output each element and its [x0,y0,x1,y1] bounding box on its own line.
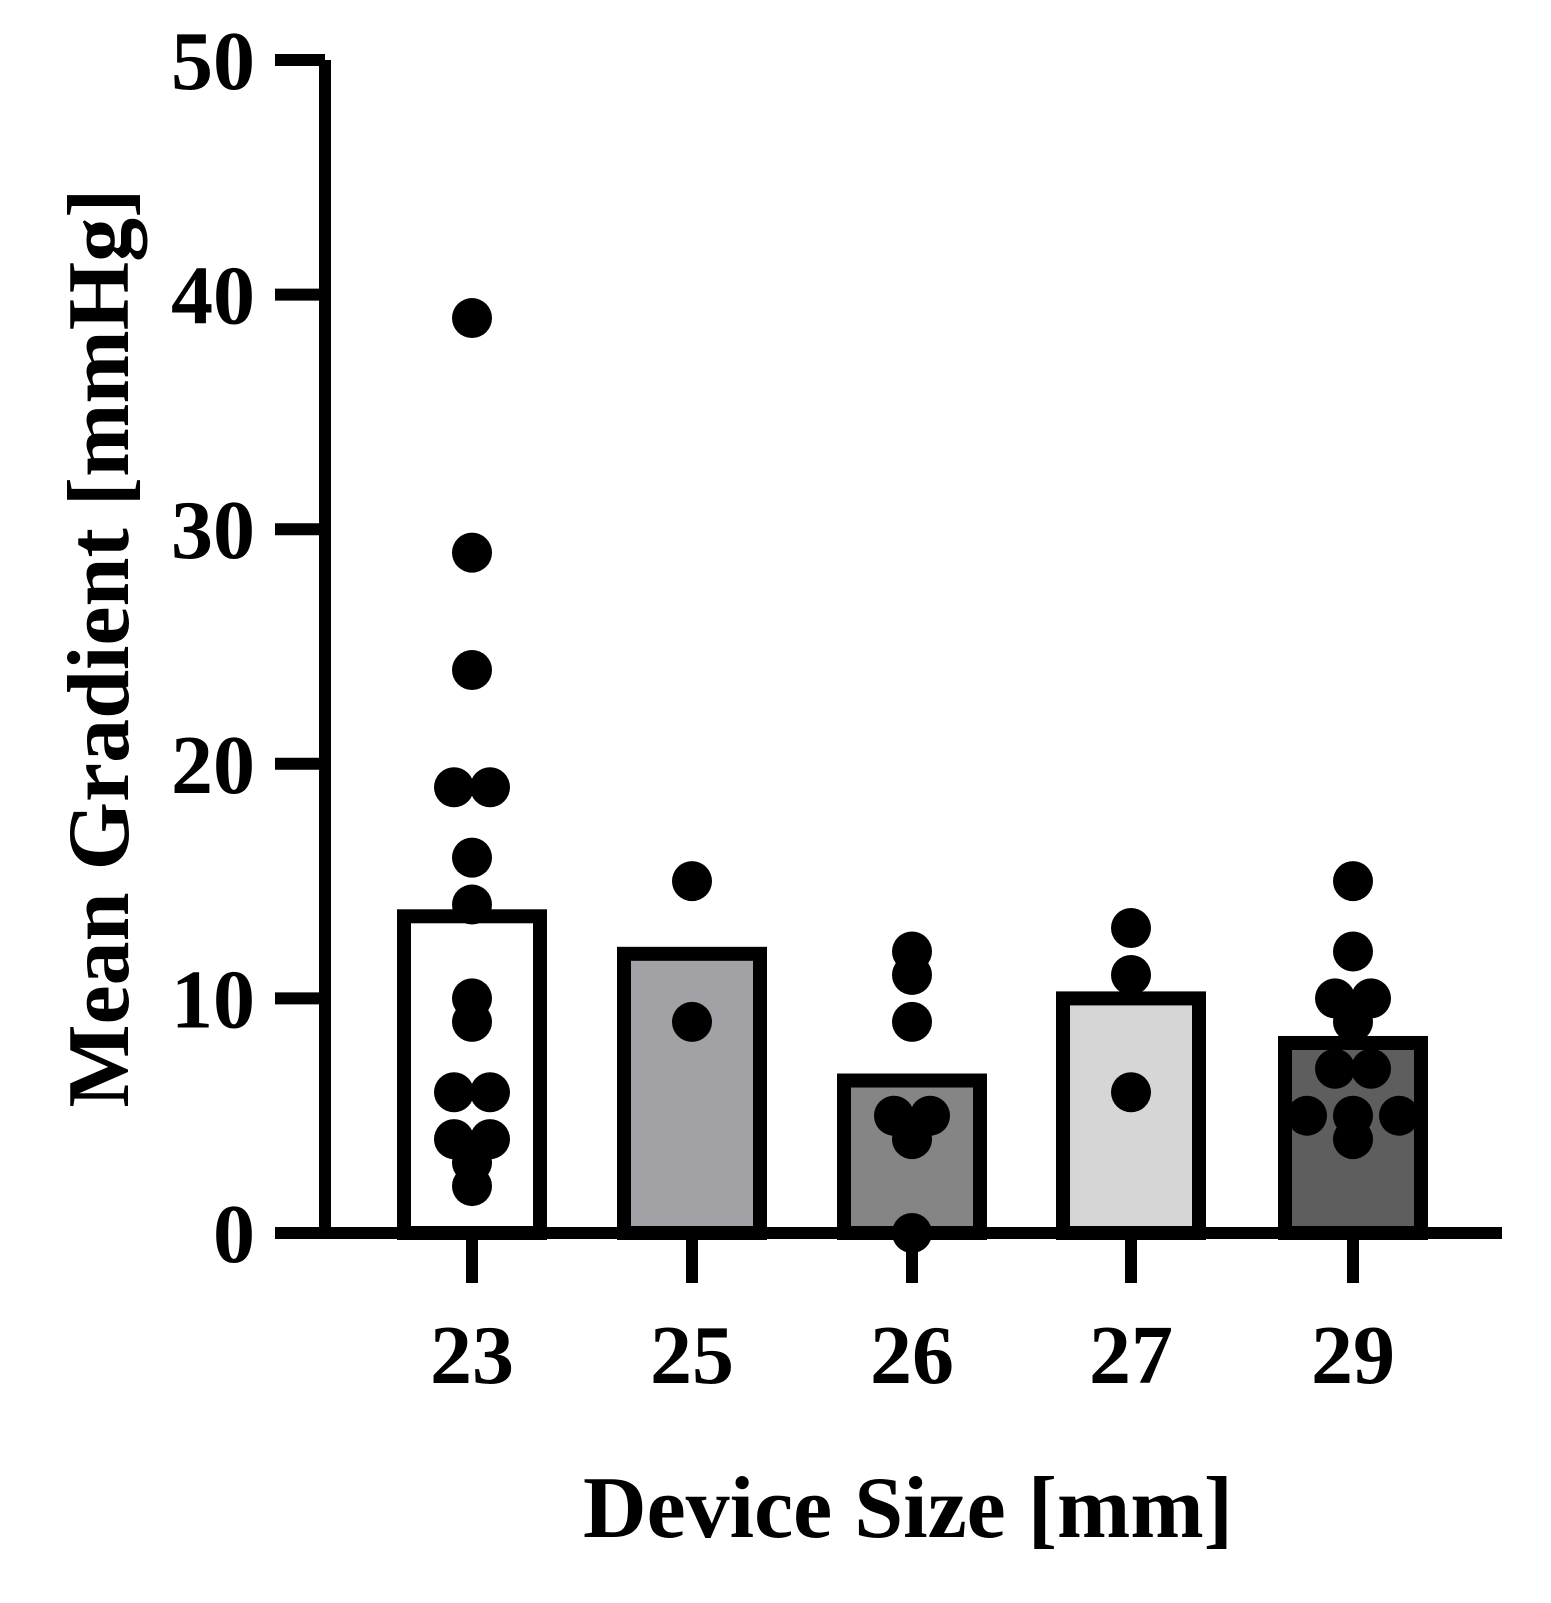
data-point-23-2 [452,649,492,690]
data-point-29-4 [1333,1001,1373,1042]
data-point-23-9 [434,1072,474,1113]
data-point-25-1 [672,1001,712,1042]
bar-27 [1056,991,1206,1241]
y-tick-label-10: 10 [171,953,255,1046]
points-layer [434,298,1419,1253]
data-point-23-3 [434,767,474,808]
data-point-26-1 [892,954,932,995]
x-tick-label-29: 29 [1311,1309,1395,1402]
data-point-23-10 [470,1072,510,1113]
data-point-29-9 [1379,1095,1419,1136]
data-point-26-5 [892,1119,932,1160]
data-point-27-2 [1111,1072,1151,1113]
data-point-23-5 [452,837,492,878]
data-point-26-2 [892,1001,932,1042]
y-tick-label-40: 40 [171,250,255,343]
data-point-23-4 [470,767,510,808]
x-axis-title: Device Size [mm] [583,1460,1233,1557]
data-point-27-0 [1111,908,1151,949]
data-point-23-6 [452,884,492,925]
axes-layer [275,60,1502,1239]
y-tick-label-30: 30 [171,484,255,577]
x-tick-label-26: 26 [870,1309,954,1402]
data-point-23-0 [452,298,492,339]
data-point-25-0 [672,861,712,902]
x-tick-label-23: 23 [430,1309,514,1402]
x-tick-label-27: 27 [1089,1309,1173,1402]
x-tick-label-25: 25 [650,1309,734,1402]
y-tick-label-20: 20 [171,719,255,812]
data-point-29-6 [1351,1048,1391,1089]
bar-25 [617,946,767,1240]
data-point-29-1 [1333,931,1373,972]
data-point-29-7 [1287,1095,1327,1136]
data-point-29-5 [1315,1048,1355,1089]
y-tick-label-0: 0 [213,1188,255,1281]
data-point-27-1 [1111,954,1151,995]
y-axis-title: Mean Gradient [mmHg] [51,189,148,1108]
data-point-29-0 [1333,861,1373,902]
ticks-layer: 0 10 20 30 40 50 23 25 26 27 29 [171,15,1395,1402]
data-point-23-8 [452,1001,492,1042]
data-point-29-10 [1333,1119,1373,1160]
data-point-23-1 [452,532,492,573]
data-point-23-14 [452,1166,492,1207]
y-tick-label-50: 50 [171,15,255,108]
